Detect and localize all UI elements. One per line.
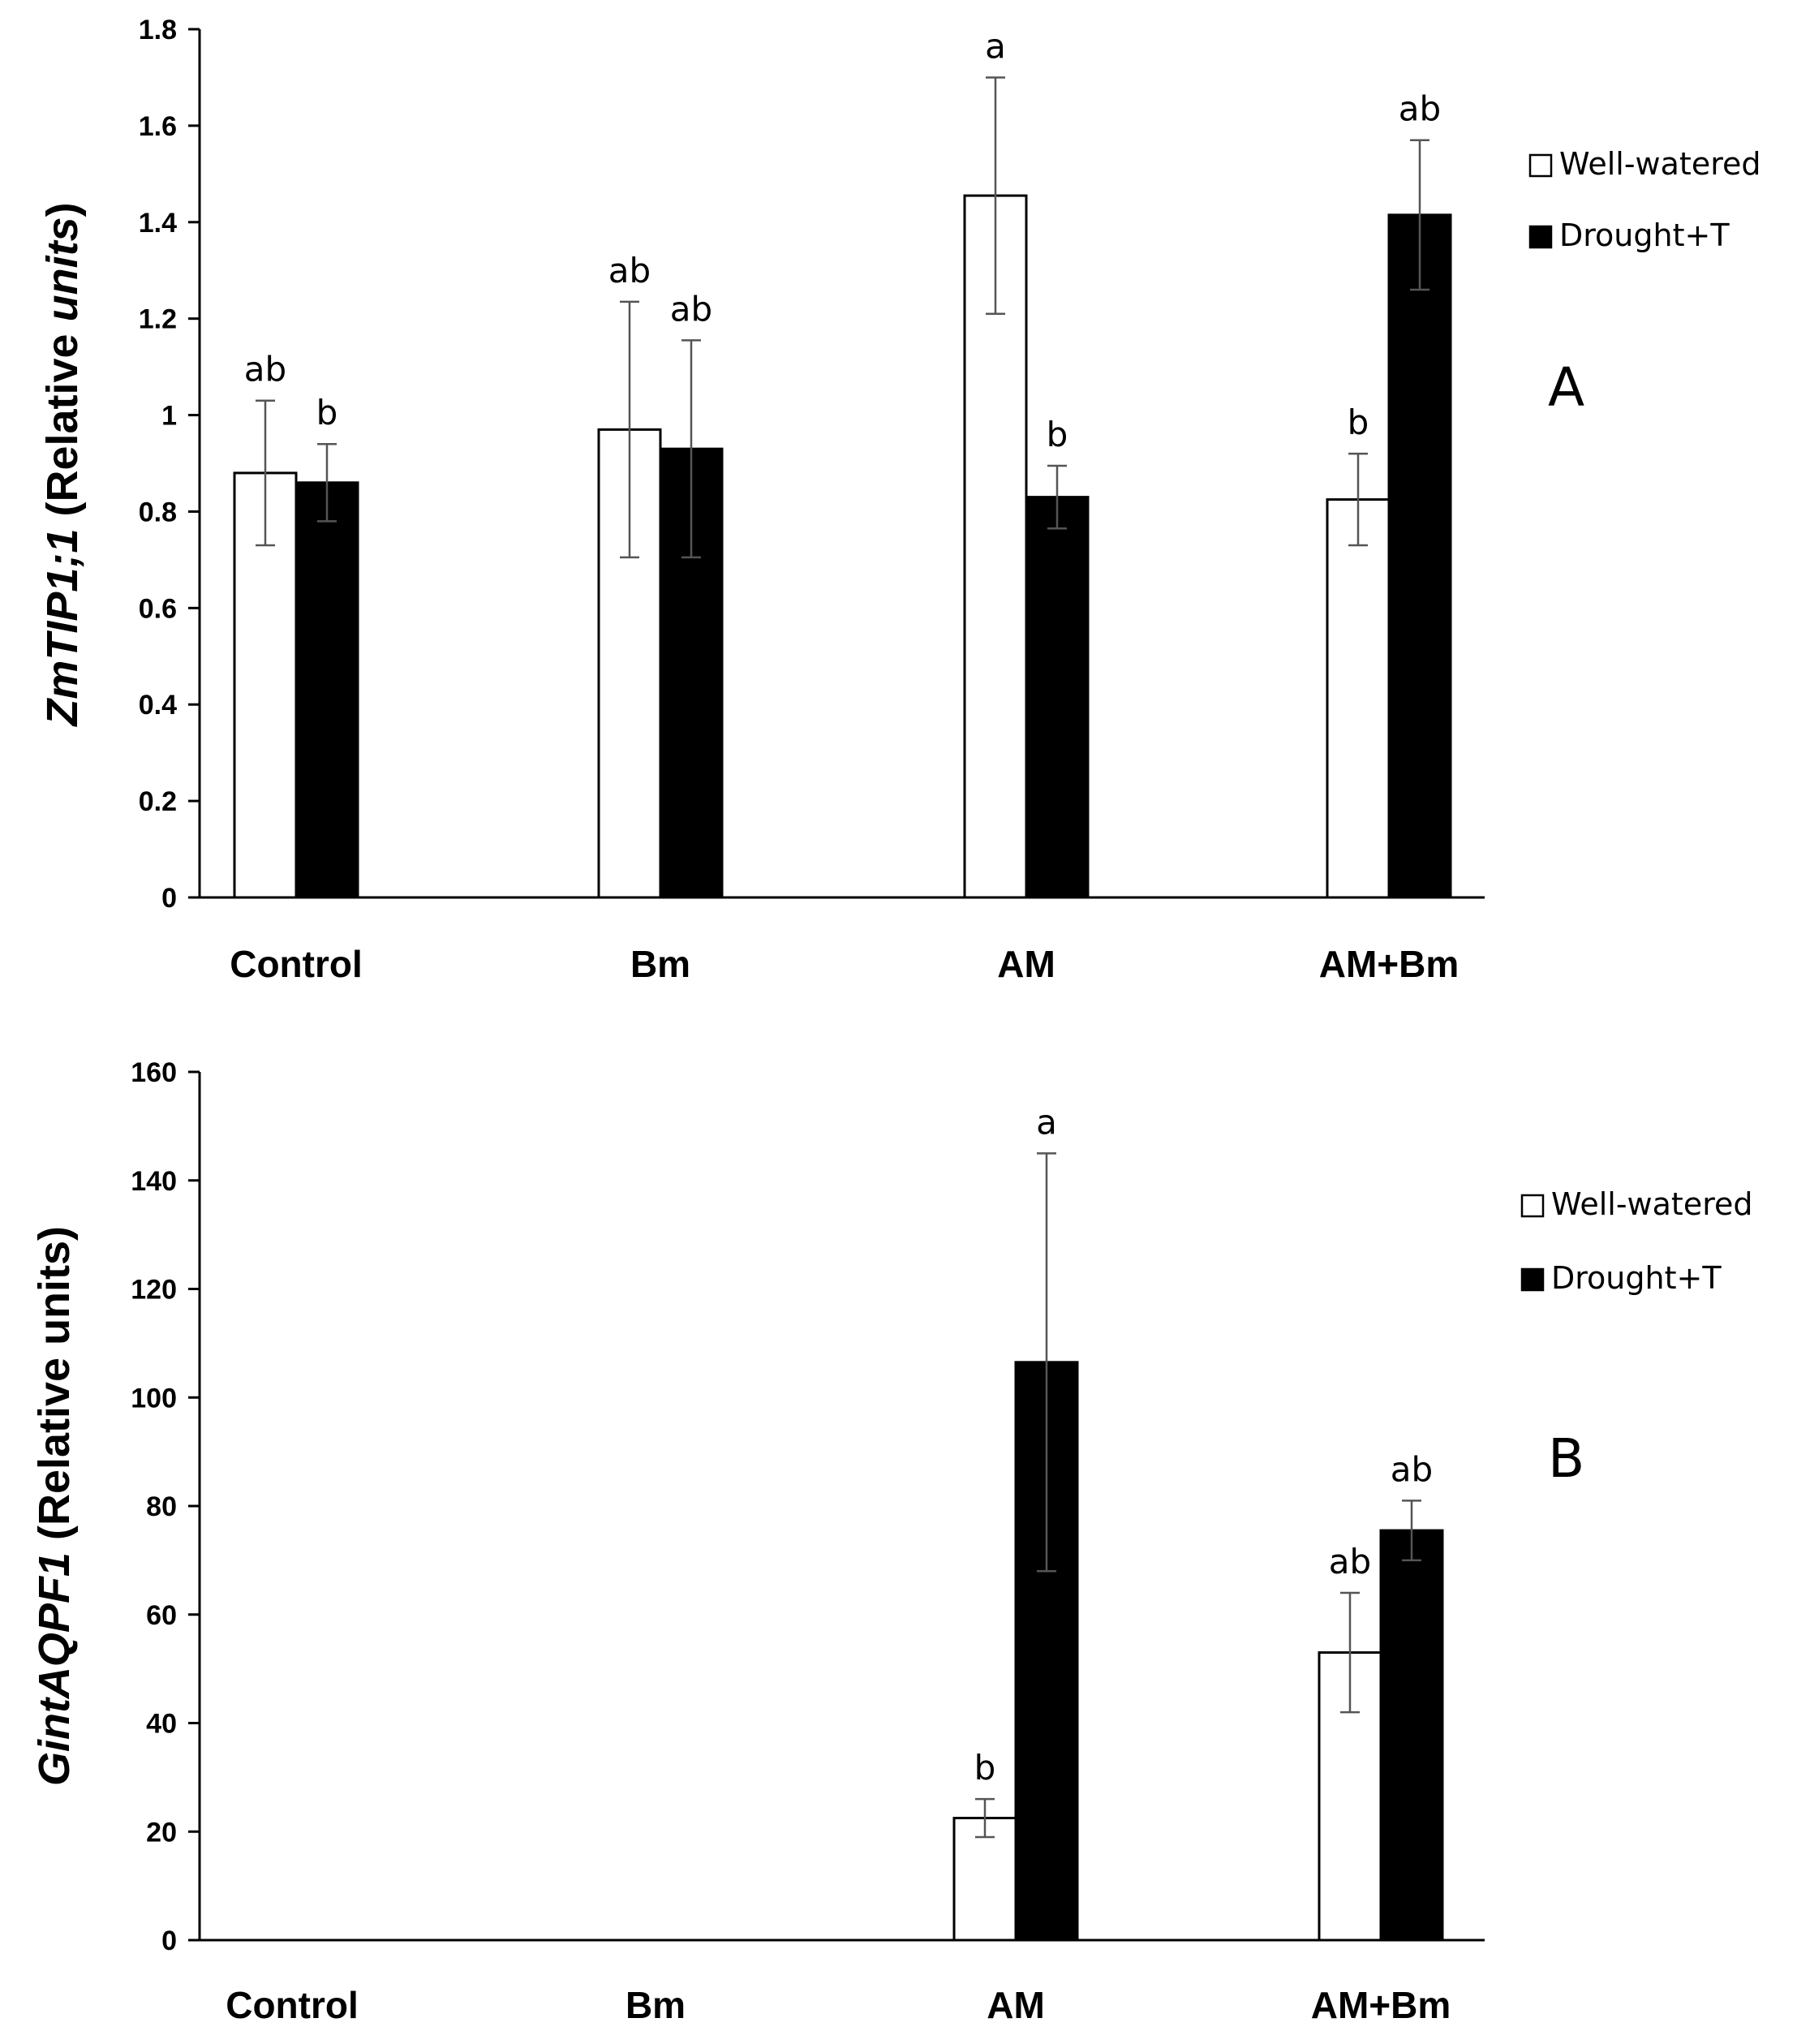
panel-a-letter: A xyxy=(1548,356,1584,419)
panel-a-significance-letter: b xyxy=(1047,415,1068,454)
panel-a-bar-drought-am-bm xyxy=(1387,213,1452,899)
panel-a-y-label-gene: ZmTIP1;1 xyxy=(38,529,87,728)
panel-a-y-tick-label: 1.2 xyxy=(139,304,177,335)
panel-b-legend-swatch-drought xyxy=(1520,1267,1545,1292)
panel-a-error-bar xyxy=(1410,139,1429,291)
panel-a-y-label-close: ) xyxy=(38,202,87,217)
panel-a-y-tick-label: 0.6 xyxy=(139,593,177,624)
panel-b-y-axis-label: GintAQPF1 (Relative units) xyxy=(30,1226,79,1786)
panel-b-y-tick-label: 40 xyxy=(146,1709,177,1740)
panel-a-y-tick-label: 1.4 xyxy=(139,208,177,239)
panel-a-error-bar xyxy=(620,300,639,559)
panel-a-legend: Well-watered Drought+T xyxy=(1528,146,1760,253)
panel-a-legend-label-well-watered: Well-watered xyxy=(1559,146,1760,182)
panel-b-significance-letter: ab xyxy=(1391,1449,1433,1489)
panel-a-category-label: Control xyxy=(230,943,363,985)
panel-b-legend-label-well-watered: Well-watered xyxy=(1551,1186,1752,1222)
panel-a-significance-letter: ab xyxy=(670,289,712,329)
panel-b-y-label-gene: GintAQPF1 xyxy=(30,1552,79,1786)
panel-b-error-bar xyxy=(1402,1500,1421,1562)
panel-a-bar-drought-am xyxy=(1025,496,1090,899)
panel-a-category-label: AM+Bm xyxy=(1319,943,1460,985)
panel-b-category-label: Control xyxy=(226,1984,359,2026)
panel-b-category-label: Bm xyxy=(626,1984,686,2026)
panel-a-category-label: Bm xyxy=(630,943,690,985)
panel-b-error-bar xyxy=(975,1797,995,1839)
panel-b-legend-swatch-well-watered xyxy=(1520,1194,1545,1218)
panel-a-y-tick-label: 0.8 xyxy=(139,497,177,527)
panel-b-chart: 0 20 40 60 80 100 120 140 160 b ab a ab Control Bm AM… xyxy=(30,1057,1752,2026)
panel-a-significance-letter: a xyxy=(985,26,1006,66)
panel-a-y-tick-label: 1 xyxy=(161,401,177,432)
panel-a-y-tick-label: 0.2 xyxy=(139,786,177,817)
panel-a-legend-swatch-well-watered xyxy=(1528,153,1553,178)
panel-a-y-tick-label: 0 xyxy=(161,883,177,914)
panel-b-y-tick-label: 80 xyxy=(146,1491,177,1522)
panel-b-error-bar xyxy=(1340,1591,1360,1714)
panel-a-y-tick-label: 0.4 xyxy=(139,690,177,721)
panel-b-category-label: AM+Bm xyxy=(1311,1984,1451,2026)
panel-b-letter: B xyxy=(1548,1427,1584,1490)
panel-a-error-bar xyxy=(1047,464,1067,530)
panel-a-y-axis-label: ZmTIP1;1 (Relative units) xyxy=(38,202,87,727)
panel-a-error-bar xyxy=(256,399,275,547)
panel-b-y-label-rest: (Relative units) xyxy=(30,1226,79,1552)
panel-a-y-tick-label: 1.8 xyxy=(139,15,177,45)
panel-b-y-tick-label: 120 xyxy=(131,1275,177,1306)
panel-b-legend-label-drought: Drought+T xyxy=(1551,1260,1722,1296)
panel-a-error-bar xyxy=(317,442,337,523)
panel-b-significance-letter: b xyxy=(974,1748,996,1788)
panel-b-y-tick-label: 20 xyxy=(146,1817,177,1848)
panel-a-y-label-rest: (Relative xyxy=(38,321,87,528)
panel-a-y-tick-label: 1.6 xyxy=(139,111,177,142)
panel-b-category-label: AM xyxy=(987,1984,1045,2026)
panel-b-bar-drought-am-bm xyxy=(1379,1529,1444,1942)
panel-a-error-bar xyxy=(1348,452,1368,547)
panel-b-y-tick-label: 140 xyxy=(131,1166,177,1197)
panel-a-significance-letter: ab xyxy=(244,350,286,389)
panel-a-legend-swatch-drought xyxy=(1528,225,1553,249)
panel-b-significance-letter: a xyxy=(1036,1102,1057,1142)
panel-a-significance-letter: b xyxy=(316,393,338,432)
panel-a-bar-drought-control xyxy=(294,481,359,899)
panel-a-significance-letter: ab xyxy=(1399,89,1441,129)
panel-a-error-bar xyxy=(986,76,1005,315)
panel-b-significance-letter: ab xyxy=(1329,1542,1371,1581)
panel-a-category-label: AM xyxy=(997,943,1055,985)
panel-a-y-label-units: units xyxy=(38,217,87,321)
panel-a-error-bar xyxy=(681,339,701,559)
panel-b-legend: Well-watered Drought+T xyxy=(1520,1186,1752,1296)
panel-b-y-tick-label: 160 xyxy=(131,1057,177,1088)
panel-b-y-tick-label: 0 xyxy=(161,1926,177,1956)
panel-a-bar-well-watered-am-bm xyxy=(1326,498,1391,899)
panel-b-y-tick-label: 60 xyxy=(146,1600,177,1631)
panel-b-error-bar xyxy=(1037,1152,1056,1573)
panel-a-chart: 00.20.40.60.811.21.41.61.8 abababbabbab … xyxy=(38,15,1760,985)
panel-a-significance-letter: b xyxy=(1348,402,1369,442)
panel-a-legend-label-drought: Drought+T xyxy=(1559,217,1730,253)
panel-b-y-tick-label: 100 xyxy=(131,1383,177,1414)
panel-a-significance-letter: ab xyxy=(608,251,651,290)
